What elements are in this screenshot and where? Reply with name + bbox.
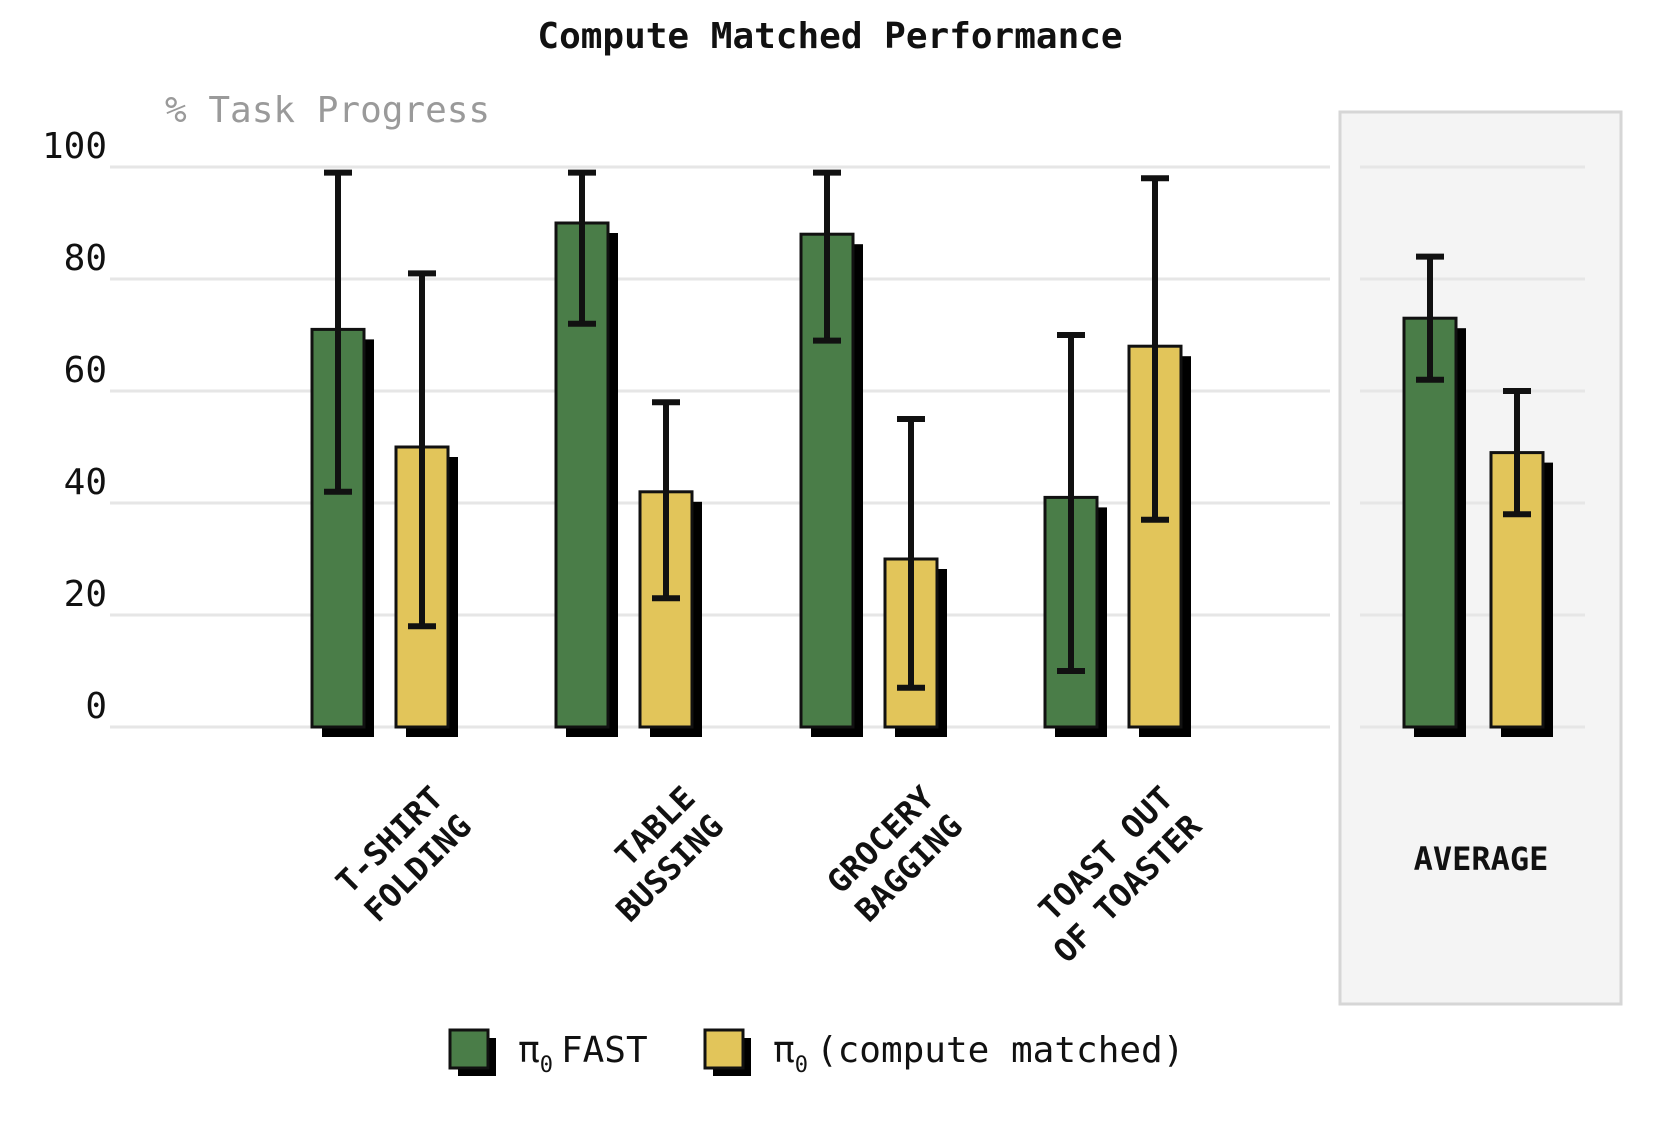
error-bar-s1-c3 — [1141, 175, 1169, 523]
error-bar-s0-c3 — [1057, 332, 1085, 674]
y-tick-labels: 0 20 40 60 80 100 — [42, 126, 107, 727]
y-tick-20: 20 — [64, 574, 107, 615]
legend-swatch-fast — [448, 1028, 490, 1070]
error-bar-average-s1 — [1503, 388, 1531, 518]
legend-pi-fast: π — [518, 1030, 540, 1071]
legend-pi-matched: π — [773, 1030, 795, 1071]
legend-text-matched: (compute matched) — [816, 1030, 1184, 1071]
legend-label-fast: π0 FAST — [518, 1030, 648, 1078]
average-label: AVERAGE — [1414, 840, 1549, 878]
y-axis-label: % Task Progress — [165, 90, 490, 131]
error-bar-s1-c0 — [408, 270, 436, 630]
y-tick-80: 80 — [64, 238, 107, 279]
bars — [310, 221, 1553, 737]
error-bars — [324, 169, 1531, 691]
legend-subscript-fast: 0 — [540, 1053, 553, 1078]
legend-swatch-matched — [703, 1028, 745, 1070]
error-bar-s0-c2 — [813, 169, 841, 344]
legend: π0 FAST π0 (compute matched) — [448, 1028, 1184, 1078]
y-tick-60: 60 — [64, 350, 107, 391]
error-bar-s1-c1 — [652, 399, 680, 602]
error-bar-average-s0 — [1416, 253, 1444, 383]
error-bar-s1-c2 — [897, 416, 925, 691]
y-tick-0: 0 — [85, 686, 107, 727]
legend-label-matched: π0 (compute matched) — [773, 1030, 1184, 1078]
legend-text-fast: FAST — [561, 1030, 648, 1071]
legend-subscript-matched: 0 — [795, 1053, 808, 1078]
chart-title: Compute Matched Performance — [537, 16, 1122, 57]
y-tick-100: 100 — [42, 126, 107, 167]
y-tick-40: 40 — [64, 462, 107, 503]
error-bar-s0-c1 — [568, 169, 596, 327]
average-panel — [1338, 110, 1623, 1006]
error-bar-s0-c0 — [324, 169, 352, 495]
